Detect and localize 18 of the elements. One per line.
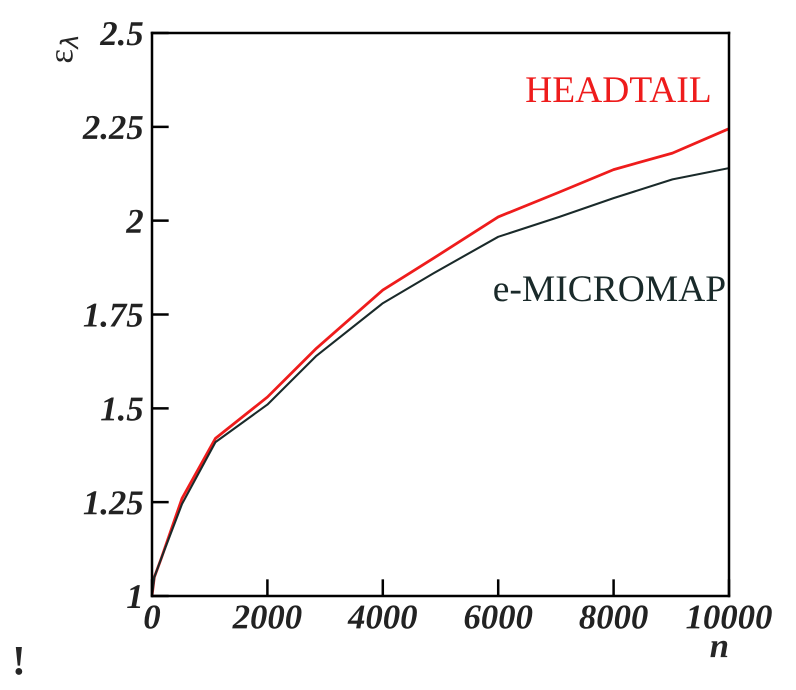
y-tick-label: 2: [126, 210, 143, 233]
x-axis-title: n: [710, 640, 728, 658]
x-tick-label: 6000: [464, 605, 532, 629]
y-tick-label: 1.5: [101, 397, 143, 421]
text: !: [15, 646, 22, 675]
y-tick-label: 1: [127, 585, 140, 608]
x-tick-label: 4000: [348, 605, 417, 629]
y-axis-title: ε$_{λ}$: [56, 36, 78, 62]
x-tick-label: 10000: [686, 605, 772, 629]
y-tick-label: 1.25: [84, 491, 143, 515]
y-tick-label: 2.25: [82, 116, 143, 140]
x-tick-label: 8000: [580, 605, 648, 629]
x-tick-label: 2000: [232, 605, 302, 629]
x-tick-label: 0: [144, 605, 160, 629]
series-label: HEADTAIL: [526, 77, 710, 102]
series-label: e-MICROMAP: [494, 276, 725, 302]
y-tick-label: 1.75: [84, 304, 143, 328]
y-tick-label: 2.5: [100, 22, 143, 46]
